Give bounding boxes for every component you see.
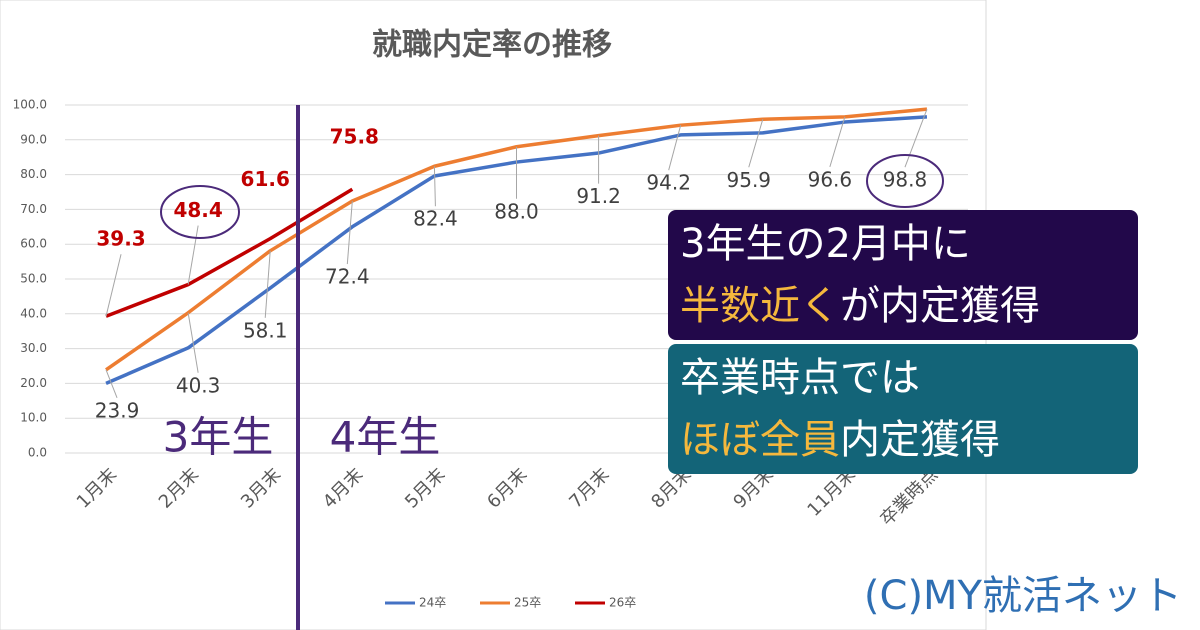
leader-line [433,166,436,207]
leader-line [187,225,199,285]
phase-label: 4年生 [330,413,441,462]
data-label: 94.2 [646,171,691,195]
y-tick-label: 100.0 [13,98,47,112]
data-label: 39.3 [96,227,145,251]
data-label: 23.9 [95,398,140,422]
y-tick-label: 90.0 [20,132,47,146]
callout-highlight: ほぼ全員 [680,417,840,463]
leader-line [346,201,353,265]
leader-line [264,250,271,318]
y-tick-label: 50.0 [20,272,47,286]
y-tick-label: 0.0 [28,446,47,460]
credit: (C)MY就活ネット [864,573,1182,619]
chart-title: 就職内定率の推移 [372,28,612,63]
data-label: 98.8 [883,168,928,192]
y-tick-label: 70.0 [20,202,47,216]
callout-box [668,210,1138,340]
callout-text: 卒業時点では [680,355,920,401]
leader-line [105,369,118,399]
data-label: 88.0 [494,199,539,223]
phase-label: 3年生 [163,413,274,462]
callout-text: 3年生の2月中に [680,221,971,267]
y-tick-label: 20.0 [20,376,47,390]
legend-label: 25卒 [514,596,541,610]
callout-highlight: 半数近く [680,283,840,329]
y-tick-label: 40.0 [20,306,47,320]
legend-label: 24卒 [419,596,446,610]
highlight-circle [866,154,944,208]
data-label: 48.4 [173,198,222,222]
leader-line [748,119,764,168]
data-label: 72.4 [325,265,370,289]
data-label: 40.3 [176,373,221,397]
series-line [105,187,354,318]
y-tick-label: 30.0 [20,341,47,355]
callout-text: 半数近くが内定獲得 [680,283,1040,329]
callout-text: 内定獲得 [840,417,1000,463]
callout-text: ほぼ全員内定獲得 [680,417,1000,463]
highlight-circle [160,185,240,239]
y-tick-label: 10.0 [20,411,47,425]
y-tick-label: 60.0 [20,237,47,251]
callout-text: が内定獲得 [840,283,1040,329]
leader-line [904,108,928,168]
data-label: 91.2 [576,184,621,208]
leader-line [105,254,122,317]
y-tick-label: 80.0 [20,167,47,181]
leader-line [829,116,846,167]
data-label: 75.8 [330,125,379,149]
legend-label: 26卒 [609,596,636,610]
data-label: 96.6 [808,167,853,191]
data-label: 61.6 [241,167,290,191]
callout-box [668,344,1138,474]
leader-line [187,312,199,373]
data-label: 58.1 [243,318,288,342]
leader-line [668,125,682,171]
data-label: 95.9 [727,168,772,192]
data-label: 82.4 [413,207,458,231]
